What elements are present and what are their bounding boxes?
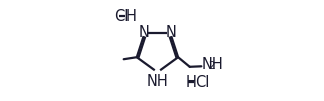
Text: N: N [138,25,149,40]
Text: Cl: Cl [195,75,209,90]
Text: N: N [165,25,176,40]
Text: NH: NH [202,57,224,72]
Text: 2: 2 [208,61,215,71]
Text: NH: NH [146,74,168,89]
Text: H: H [186,75,197,90]
Text: Cl: Cl [114,9,128,24]
Text: H: H [125,9,136,24]
